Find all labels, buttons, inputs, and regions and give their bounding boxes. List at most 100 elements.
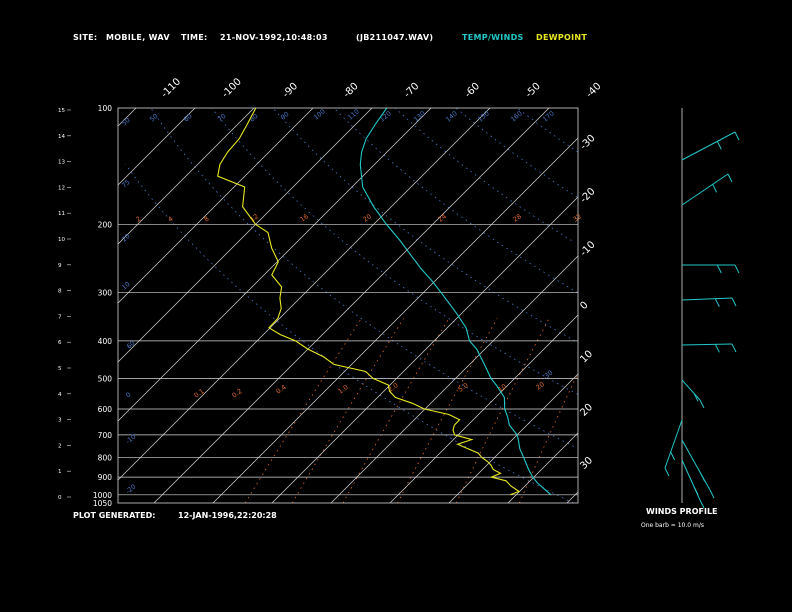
wind-barb-shaft [681,379,701,401]
dry-adiabat-label: 110 [346,107,361,121]
mixing-ratio-label: 8 [203,215,211,224]
height-tick-label: 11 [58,211,65,217]
dry-adiabat-label: 150 [476,109,491,123]
skew-temp-label: -100 [220,76,244,100]
height-tick-label: 9 [58,263,62,269]
site-label: SITE: [73,33,98,42]
mixing-ratio-line [244,318,362,504]
mixing-ratio-label: 16 [299,212,310,223]
isotherm-line [566,491,579,504]
skew-temp-label: 0 [578,300,590,312]
mixing-ratio-line [519,374,578,504]
height-tick-label: 13 [58,160,65,166]
dry-adiabat-line [394,107,572,241]
dry-adiabat-label: 130 [412,109,427,123]
skew-temp-label: -30 [578,133,597,152]
dry-adiabat-label: 160 [509,109,524,123]
height-tick-label: 0 [58,495,62,501]
height-tick-label: 5 [58,366,62,372]
skew-temp-label: -10 [578,239,597,258]
plot-generated-value: 12-JAN-1996,22:20:28 [178,511,277,520]
wind-barb-flag [716,264,722,274]
legend-dewpoint: DEWPOINT [536,33,588,42]
pressure-tick-label: 600 [98,405,113,414]
skew-temp-label: -80 [341,81,360,100]
isotherm-line [117,107,255,245]
mixing-ratio-label: 0.2 [231,387,244,399]
wind-barb-flag [716,141,722,150]
wind-barb-flag [727,173,733,183]
dry-adiabat-label: 10 [120,280,131,291]
file-value: (JB211047.WAV) [356,33,434,42]
wind-barb-shaft [681,297,733,301]
mixing-ratio-label: 4 [167,215,175,224]
time-label: TIME: [181,33,208,42]
height-tick-label: 14 [58,134,65,140]
wind-barb-flag [709,489,715,499]
wind-barb-shaft [681,439,711,491]
wind-barb-flag [731,343,737,353]
isotherm-line [212,137,579,504]
time-value: 21-NOV-1992,10:48:03 [220,33,328,42]
dry-adiabat-label: -30 [541,369,554,382]
site-value: MOBILE, WAV [106,33,170,42]
legend-temp-winds: TEMP/WINDS [462,33,524,42]
mixing-ratio-label: 10 [497,382,508,393]
height-tick-label: 15 [58,108,65,114]
wind-barb-shaft [681,173,729,206]
dry-adiabat-label: 0 [124,391,132,400]
mixing-ratio-label: 32 [572,212,583,223]
isotherm-line [117,107,432,422]
skew-temp-label: 10 [578,349,595,366]
mixing-ratio-line [397,318,498,504]
dry-adiabat-label: 75 [120,178,131,189]
series [217,107,552,496]
height-tick-label: 1 [58,469,62,475]
dry-adiabats [125,107,579,504]
mixing-ratio-label: 20 [362,212,373,223]
mixing-ratio-label: 12 [249,212,260,223]
wind-barb-flag [699,399,705,409]
dry-adiabat-line [272,107,576,342]
dry-adiabat-label: 60 [182,112,193,123]
mixing-ratio-label: 20 [535,380,546,391]
pressure-tick-label: 400 [98,337,113,346]
axis-labels: 1002003004005006007008009001000105001234… [58,76,604,508]
dry-adiabat-line [125,164,574,504]
skew-temp-label: -60 [463,81,482,100]
isotherm-line [117,107,196,186]
wind-barb-flag [664,467,670,477]
skew-temp-label: -40 [584,81,603,100]
dry-adiabat-label: 80 [248,112,259,123]
dry-adiabat-label: 170 [541,109,556,123]
mixing-ratio-label: 0.4 [275,383,288,395]
wind-barb-flag [700,473,706,482]
pressure-tick-label: 300 [98,289,113,298]
wind-barb-flag [714,344,720,353]
dry-adiabat-label: -10 [124,433,137,446]
plot-generated-label: PLOT GENERATED: [73,511,156,520]
winds-profile [664,108,740,509]
wind-barb-flag [712,184,718,193]
mixing-ratio-label: 0.1 [193,387,206,399]
dry-adiabat-label: 20 [120,232,131,243]
mixing-ratio-label: 24 [437,212,448,223]
mixing-ratio-label: 1.0 [337,383,350,395]
mixing-ratio-label: 2 [135,215,143,224]
wind-barb-shaft [681,343,733,346]
height-tick-label: 8 [58,289,62,295]
skew-temp-label: -70 [402,81,421,100]
isotherm-line [153,107,550,504]
isotherm-line [271,196,579,504]
isotherm-line [117,107,314,304]
dry-adiabat-label: 140 [444,109,459,123]
isotherm-line [117,107,137,127]
grid [67,107,579,504]
pressure-tick-label: 900 [98,473,113,482]
isotherm-line [448,373,579,504]
wind-barb-flag [693,486,699,495]
skew-temp-label: -110 [159,76,183,100]
mixing-ratio-line [455,318,550,504]
dewpoint-series-line [217,107,521,496]
dry-adiabat-line [150,107,574,447]
